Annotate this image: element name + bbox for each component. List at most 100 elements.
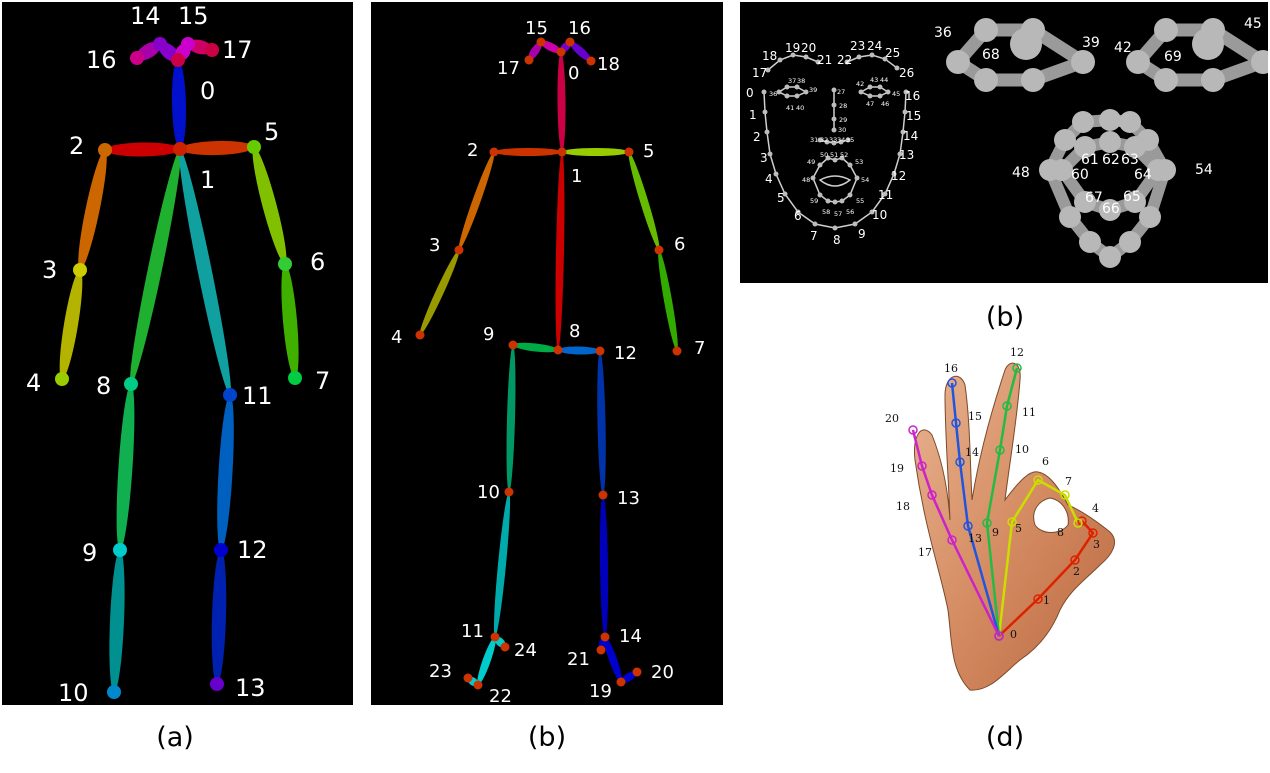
label-5: 5 (643, 141, 654, 162)
label-2: 2 (467, 140, 478, 161)
face-label-29: 29 (839, 116, 847, 124)
zoom-label-64: 64 (1134, 167, 1152, 183)
caption-b-body: (b) (527, 722, 567, 753)
landmark-24 (869, 52, 875, 58)
landmark-10 (869, 209, 875, 215)
face-label-1: 1 (749, 108, 757, 122)
landmark-27 (831, 87, 837, 93)
landmark-1 (762, 109, 768, 115)
landmark-46 (877, 93, 883, 99)
landmark-23 (856, 54, 862, 60)
label-16: 16 (568, 18, 591, 39)
landmark-11 (882, 191, 888, 197)
hand-label-15: 15 (968, 410, 982, 423)
hand-label-4: 4 (1092, 502, 1099, 515)
face-label-18: 18 (762, 49, 777, 63)
zoom-mouth-pt-15 (1124, 136, 1146, 158)
limb-1-0 (171, 59, 187, 150)
landmark-51 (832, 157, 838, 163)
hand-joint-10 (995, 445, 1005, 455)
joint-1 (173, 142, 187, 156)
joint-0 (171, 53, 185, 67)
face-label-9: 9 (858, 227, 866, 241)
landmark-45 (885, 89, 891, 95)
hand-joint-16 (947, 378, 957, 388)
hand-joint-19 (917, 461, 927, 471)
face-label-46: 46 (881, 100, 889, 108)
zoom-label-62: 62 (1102, 152, 1120, 168)
zoom-mouth-pt-19 (1074, 191, 1096, 213)
landmark-57 (832, 199, 838, 205)
zoom-mouth-pt-1 (1054, 129, 1076, 151)
label-20: 20 (651, 662, 674, 683)
face-label-26: 26 (899, 66, 914, 80)
landmark-50 (825, 155, 831, 161)
hand-joint-6 (1033, 475, 1043, 485)
landmark-12 (891, 171, 897, 177)
joint-4 (415, 330, 425, 340)
face-label-41: 41 (786, 104, 794, 112)
landmark-13 (897, 151, 903, 157)
joint-13 (598, 490, 608, 500)
hand-joint-2 (1070, 555, 1080, 565)
landmark-8 (832, 225, 838, 231)
joint-8 (124, 377, 138, 391)
label-12: 12 (614, 343, 637, 364)
face-label-34: 34 (837, 136, 845, 144)
label-6: 6 (310, 248, 325, 276)
face-label-8: 8 (833, 233, 841, 247)
panel-a-body18: 0 1 2 3 4 5 6 7 8 9 10 11 12 13 14 15 16 17 (2, 2, 353, 705)
zoom-mouth-pt-10 (1079, 231, 1101, 253)
hand-label-14: 14 (965, 446, 979, 459)
zoom-mouth-pt-12 (1051, 159, 1073, 181)
label-11: 11 (461, 621, 484, 642)
label-10: 10 (58, 679, 89, 705)
face-label-32: 32 (820, 136, 828, 144)
face-contour-36-41 (777, 86, 808, 97)
joint-17 (205, 43, 219, 57)
joint-3 (73, 263, 87, 277)
face-label-37: 37 (788, 77, 796, 85)
joint-0 (556, 47, 566, 57)
landmark-5 (782, 191, 788, 197)
landmark-7 (812, 221, 818, 227)
face-label-15: 15 (906, 109, 921, 123)
limb-9-10 (109, 549, 125, 693)
label-23: 23 (429, 661, 452, 682)
landmark-56 (839, 198, 845, 204)
zoom-mouth-pt-8 (1119, 231, 1141, 253)
joint-12 (595, 346, 605, 356)
joint-5 (624, 147, 634, 157)
panel-b-body25: 0 1 2 3 4 5 6 7 8 9 10 11 12 13 14 15 16 17 18 19 20 21 22 23 24 (371, 2, 723, 705)
zoom-label-65: 65 (1123, 189, 1141, 205)
face-label-17: 17 (752, 66, 767, 80)
landmark-28 (831, 102, 837, 108)
label-14: 14 (619, 626, 642, 647)
landmark-32 (824, 139, 830, 145)
joint-9 (113, 543, 127, 557)
face-label-19: 19 (785, 41, 800, 55)
zoom-mouth-pt-7 (1139, 206, 1161, 228)
label-12: 12 (237, 536, 268, 564)
face-label-16: 16 (905, 89, 920, 103)
limb-1-8 (555, 151, 565, 351)
face-label-50: 50 (820, 151, 828, 159)
face-label-10: 10 (872, 208, 887, 222)
label-18: 18 (597, 54, 620, 75)
hand-label-12: 12 (1010, 346, 1024, 359)
face-label-51: 51 (830, 151, 838, 159)
landmark-19 (790, 52, 796, 58)
hand-joint-20 (908, 425, 918, 435)
face-label-53: 53 (855, 158, 863, 166)
hand-joint-9 (982, 518, 992, 528)
landmark-38 (794, 84, 800, 90)
face-label-31: 31 (810, 136, 818, 144)
landmark-53 (847, 162, 853, 168)
hand-label-16: 16 (944, 362, 958, 375)
face-label-11: 11 (878, 188, 893, 202)
panel-b-face: 0 1 2 3 4 5 6 7 8 9 10 11 12 13 14 15 16 17 18 19 20 21 22 23 24… (740, 2, 1268, 283)
limb-13-14 (599, 494, 609, 638)
joint-21 (596, 645, 606, 655)
zoom-label-67: 67 (1085, 190, 1103, 206)
